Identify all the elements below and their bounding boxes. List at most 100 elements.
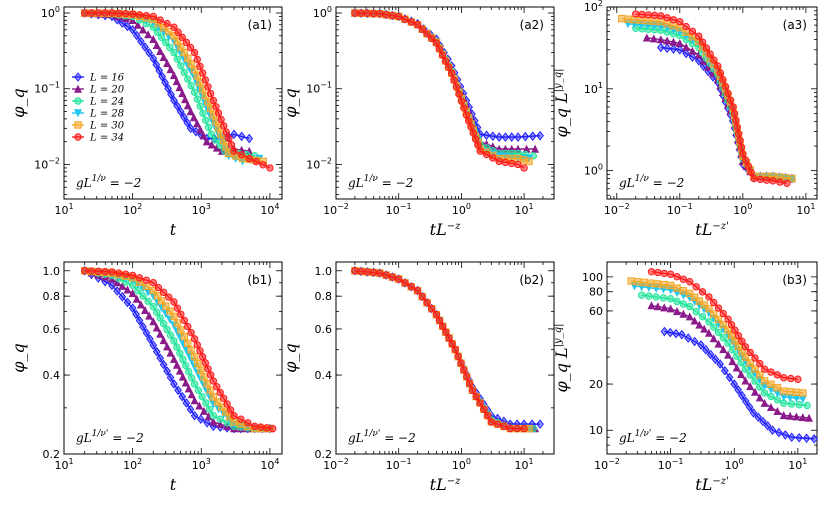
data-point bbox=[128, 303, 137, 313]
data-point bbox=[679, 300, 688, 308]
data-point bbox=[87, 267, 96, 275]
data-point bbox=[690, 336, 699, 347]
data-point bbox=[141, 305, 150, 314]
data-point bbox=[779, 411, 788, 420]
data-point bbox=[156, 329, 165, 338]
series-line bbox=[660, 46, 792, 180]
data-point bbox=[173, 343, 181, 351]
data-point bbox=[714, 304, 723, 312]
data-point bbox=[428, 34, 436, 43]
data-point bbox=[653, 302, 662, 311]
data-point bbox=[413, 21, 422, 29]
data-point bbox=[780, 374, 788, 382]
data-point bbox=[669, 44, 678, 54]
data-point bbox=[170, 298, 178, 306]
data-point bbox=[173, 55, 182, 63]
data-point bbox=[640, 278, 649, 287]
data-point bbox=[652, 293, 660, 301]
data-point bbox=[250, 422, 259, 431]
data-point bbox=[698, 38, 707, 46]
data-point bbox=[144, 30, 153, 39]
data-point bbox=[476, 399, 484, 407]
data-point bbox=[773, 383, 782, 392]
y-tick-label: 80 bbox=[589, 286, 603, 299]
y-tick-label: 100 bbox=[582, 271, 603, 284]
data-point bbox=[520, 164, 528, 172]
data-point bbox=[149, 317, 158, 326]
data-point bbox=[206, 371, 215, 379]
data-point bbox=[725, 372, 734, 383]
data-point bbox=[149, 279, 157, 287]
data-point bbox=[164, 83, 172, 94]
data-point bbox=[165, 28, 173, 36]
data-point bbox=[495, 157, 503, 166]
data-point bbox=[673, 284, 681, 292]
y-tick-label: 10−2 bbox=[34, 156, 60, 171]
data-point bbox=[184, 75, 192, 83]
data-point bbox=[159, 359, 168, 370]
data-point bbox=[682, 22, 690, 31]
data-point bbox=[747, 168, 755, 177]
data-point bbox=[214, 109, 223, 117]
y-tick-label: 1.0 bbox=[315, 265, 333, 278]
legend-label: L = 16 bbox=[89, 73, 125, 84]
y-axis-label: φ_q bbox=[281, 88, 300, 117]
data-point bbox=[156, 46, 165, 56]
data-point bbox=[705, 318, 713, 326]
data-point bbox=[439, 322, 447, 331]
data-point bbox=[252, 157, 260, 166]
data-point bbox=[751, 354, 759, 362]
x-tick-label: 103 bbox=[192, 202, 211, 217]
data-point bbox=[172, 360, 181, 369]
data-point bbox=[756, 359, 764, 368]
data-point bbox=[156, 16, 164, 24]
data-point bbox=[237, 415, 245, 423]
data-point bbox=[101, 9, 109, 17]
data-point bbox=[209, 417, 218, 426]
data-point bbox=[132, 30, 141, 41]
data-point bbox=[677, 329, 686, 340]
series-L30 bbox=[627, 277, 807, 397]
data-point bbox=[181, 95, 190, 104]
data-point bbox=[230, 147, 238, 155]
data-point bbox=[122, 270, 130, 278]
panel-a2: 10−2 10−1 100 101 10−2 10−1 100 tL−z φ_q (a2) gL1/… bbox=[281, 5, 555, 239]
data-point bbox=[187, 328, 195, 337]
data-point bbox=[700, 324, 709, 333]
data-point bbox=[432, 39, 441, 47]
data-point bbox=[775, 427, 783, 438]
data-point bbox=[152, 323, 161, 332]
y-tick-label: 10−1 bbox=[34, 81, 60, 96]
data-point bbox=[694, 55, 703, 66]
data-point bbox=[653, 280, 662, 288]
data-point bbox=[382, 10, 390, 19]
data-point bbox=[159, 336, 168, 345]
y-tick-label: 20 bbox=[589, 378, 603, 391]
x-tick-label: 101 bbox=[515, 202, 534, 217]
data-point bbox=[180, 68, 188, 77]
data-point bbox=[679, 287, 688, 295]
data-point bbox=[190, 48, 199, 57]
y-tick-label: 0.6 bbox=[315, 323, 333, 336]
data-point bbox=[194, 359, 202, 368]
data-point bbox=[178, 391, 187, 402]
data-point bbox=[217, 115, 225, 124]
data-point bbox=[180, 112, 188, 122]
data-point bbox=[199, 406, 209, 415]
axes-frame bbox=[335, 261, 555, 455]
data-point bbox=[525, 157, 533, 166]
data-point bbox=[197, 366, 205, 374]
data-point bbox=[528, 131, 537, 141]
data-point bbox=[128, 16, 137, 25]
data-point bbox=[184, 384, 193, 393]
data-point bbox=[108, 280, 116, 291]
data-point bbox=[193, 55, 202, 64]
data-point bbox=[762, 176, 771, 184]
data-point bbox=[108, 268, 116, 276]
data-point bbox=[746, 348, 754, 357]
panel-b3: 10−2 10−1 100 101 10 20 60 80 100 tL−z' φ_q L|y_q|… bbox=[552, 261, 818, 494]
data-point bbox=[190, 353, 199, 361]
x-tick-label: 101 bbox=[54, 457, 73, 472]
x-tick-label: 100 bbox=[452, 202, 471, 217]
data-point bbox=[746, 359, 754, 367]
